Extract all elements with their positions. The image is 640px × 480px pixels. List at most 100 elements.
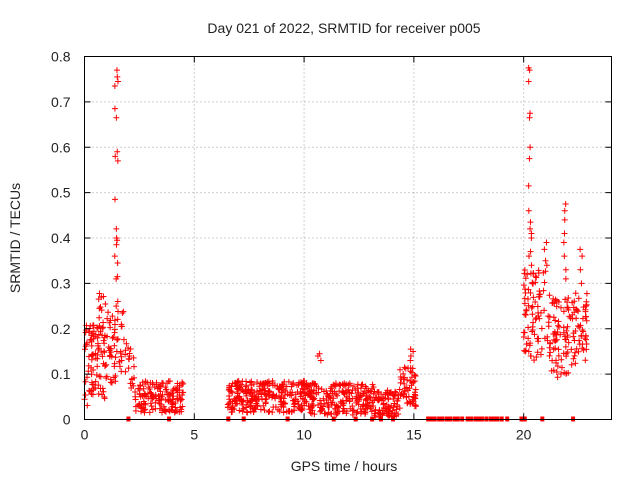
data-point xyxy=(328,410,335,417)
data-point xyxy=(95,391,102,398)
data-point xyxy=(107,376,114,383)
data-point xyxy=(356,394,363,401)
data-point xyxy=(152,399,159,406)
data-point xyxy=(137,382,144,389)
data-point xyxy=(364,389,371,396)
data-point xyxy=(524,271,531,278)
data-point xyxy=(257,387,264,394)
data-point xyxy=(92,355,99,362)
data-point xyxy=(85,353,92,360)
data-point xyxy=(226,400,233,407)
data-point xyxy=(308,386,315,393)
data-point xyxy=(250,408,257,415)
data-point xyxy=(127,380,134,387)
data-point xyxy=(583,290,590,297)
data-point xyxy=(229,406,236,413)
data-point xyxy=(525,348,532,355)
data-point xyxy=(529,323,536,330)
data-point xyxy=(567,314,574,321)
data-point xyxy=(154,385,161,392)
data-point xyxy=(366,399,373,406)
data-point xyxy=(156,393,163,400)
data-point xyxy=(387,390,394,397)
data-point xyxy=(330,395,337,402)
data-point xyxy=(553,369,560,376)
data-point xyxy=(82,392,89,399)
data-point xyxy=(311,411,318,418)
data-point xyxy=(582,336,589,343)
data-point xyxy=(111,253,118,260)
data-point xyxy=(150,394,157,401)
data-point xyxy=(146,409,153,416)
data-point xyxy=(105,309,112,316)
data-point xyxy=(169,403,176,410)
data-point xyxy=(229,398,236,405)
data-point xyxy=(568,361,575,368)
data-point xyxy=(113,114,120,121)
data-point xyxy=(404,376,411,383)
data-point xyxy=(177,395,184,402)
data-point xyxy=(269,409,276,416)
data-point xyxy=(531,357,538,364)
data-point xyxy=(334,410,341,417)
data-point xyxy=(521,295,528,302)
y-tick-label: 0.1 xyxy=(51,366,71,382)
data-point xyxy=(554,328,561,335)
data-point xyxy=(407,352,414,359)
data-point xyxy=(170,393,177,400)
y-tick-label: 0.6 xyxy=(51,139,71,155)
data-point xyxy=(274,383,281,390)
data-point xyxy=(523,340,530,347)
data-point xyxy=(390,396,397,403)
data-point xyxy=(525,207,532,214)
data-point xyxy=(300,386,307,393)
data-point xyxy=(309,396,316,403)
data-point xyxy=(108,379,115,386)
data-point xyxy=(137,393,144,400)
data-point xyxy=(407,399,414,406)
data-point xyxy=(527,144,534,151)
data-point xyxy=(243,392,250,399)
data-point xyxy=(352,395,359,402)
data-point xyxy=(549,300,556,307)
data-point xyxy=(100,337,107,344)
data-point xyxy=(403,384,410,391)
data-point xyxy=(95,296,102,303)
data-point xyxy=(561,253,568,260)
data-point xyxy=(92,385,99,392)
data-point xyxy=(340,405,347,412)
data-point xyxy=(577,246,584,253)
data-point xyxy=(128,376,135,383)
data-point xyxy=(575,348,582,355)
data-point xyxy=(554,363,561,370)
data-point xyxy=(555,298,562,305)
data-point xyxy=(522,311,529,318)
data-point xyxy=(162,397,169,404)
data-point xyxy=(112,373,119,380)
data-point xyxy=(106,353,113,360)
data-point xyxy=(583,346,590,353)
data-point xyxy=(579,315,586,322)
data-point xyxy=(371,388,378,395)
data-point xyxy=(90,322,97,329)
data-point xyxy=(114,316,121,323)
data-point xyxy=(271,393,278,400)
data-point xyxy=(391,392,398,399)
data-point xyxy=(346,380,353,387)
data-point xyxy=(169,396,176,403)
data-point xyxy=(95,382,102,389)
data-point xyxy=(113,303,120,310)
data-point xyxy=(575,295,582,302)
data-point xyxy=(89,391,96,398)
data-point xyxy=(142,381,149,388)
data-point xyxy=(108,349,115,356)
data-point xyxy=(325,393,332,400)
data-point xyxy=(527,340,534,347)
data-point xyxy=(363,392,370,399)
data-point xyxy=(319,406,326,413)
data-point xyxy=(288,408,295,415)
data-point xyxy=(391,400,398,407)
data-point xyxy=(349,403,356,410)
data-point xyxy=(552,337,559,344)
data-point xyxy=(522,286,529,293)
